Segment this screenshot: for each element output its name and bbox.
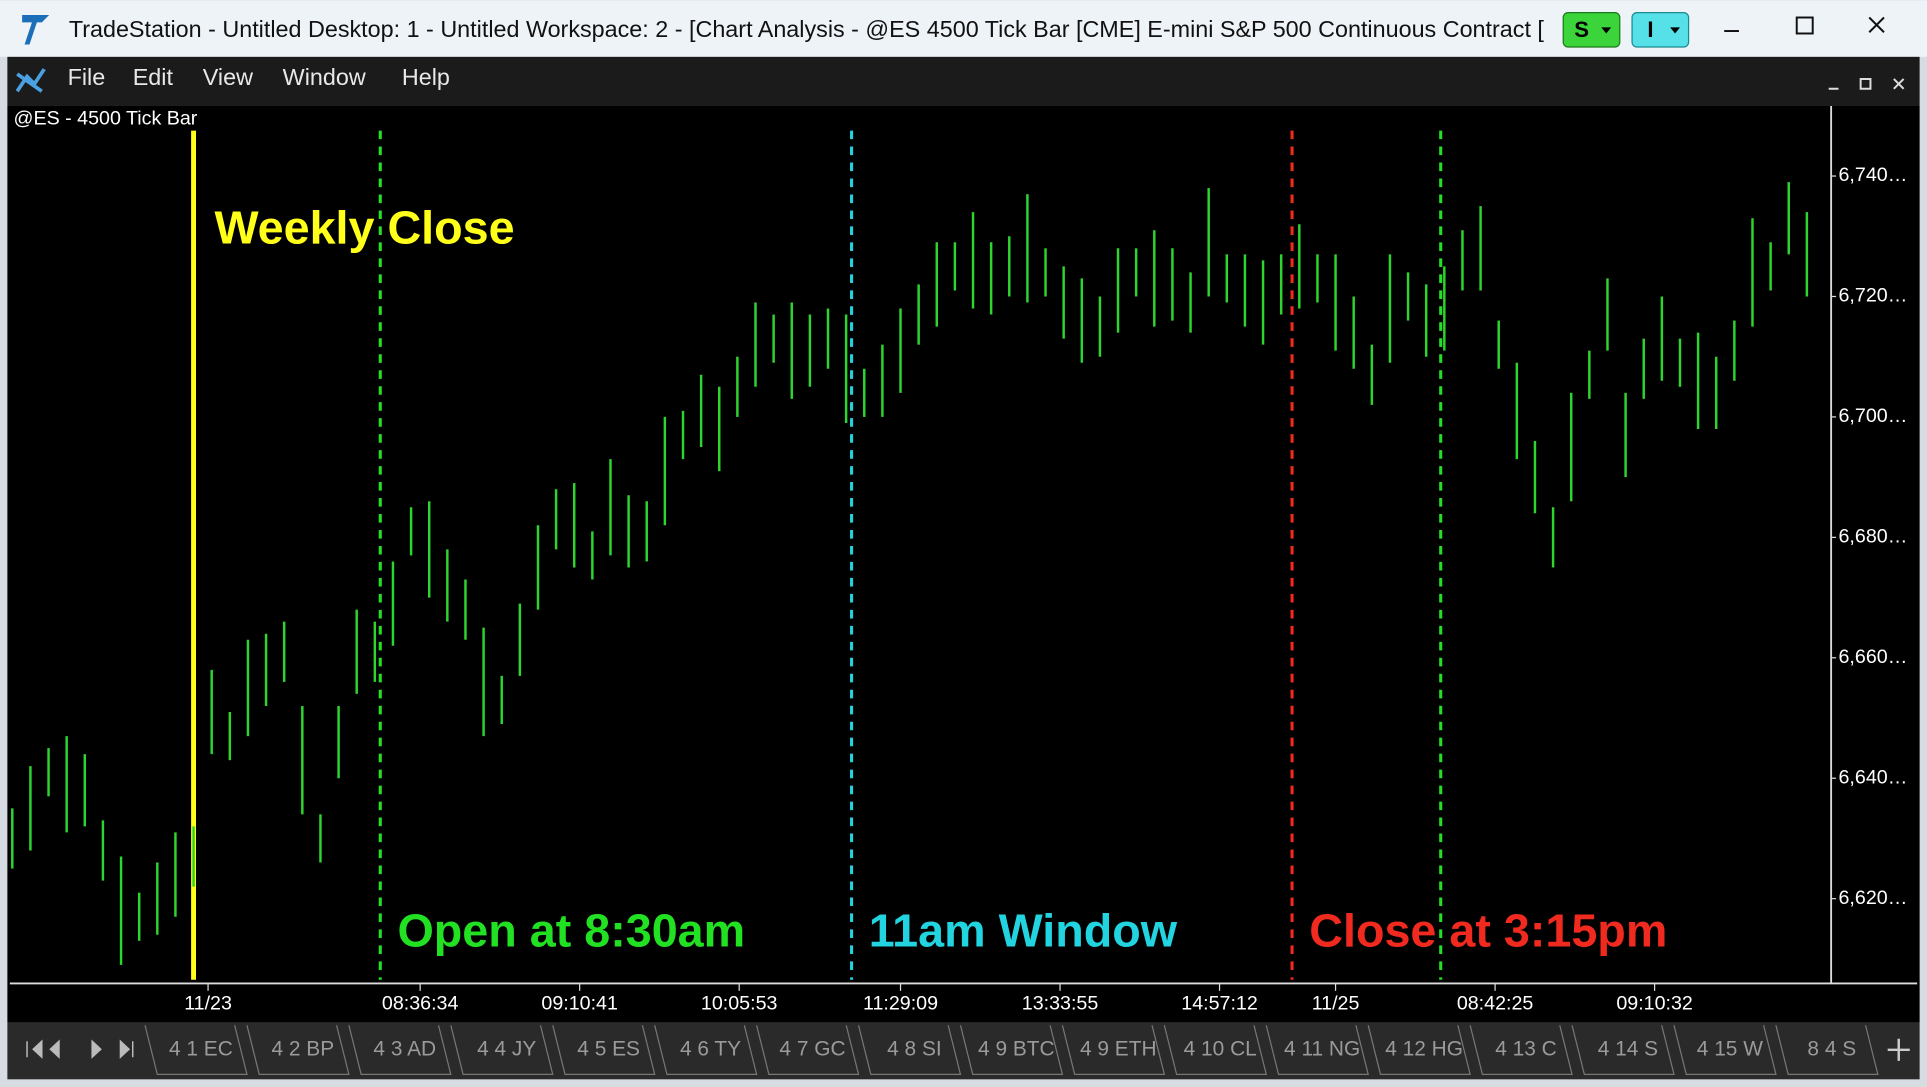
x-tick-label: 09:10:41 xyxy=(541,993,618,1015)
menu-item[interactable]: Window xyxy=(283,64,366,90)
tab[interactable] xyxy=(144,1025,248,1076)
doc-window-controls[interactable] xyxy=(1828,77,1905,90)
chart-title: @ES - 4500 Tick Bar xyxy=(14,108,198,130)
tab-label: 4 7 GC xyxy=(779,1037,845,1060)
tab-label: 4 2 BP xyxy=(271,1037,334,1060)
y-tick-label: 6,720… xyxy=(1839,285,1908,307)
tab-label: 4 15 W xyxy=(1697,1037,1763,1060)
tab-label: 4 5 ES xyxy=(577,1037,640,1060)
tab[interactable] xyxy=(959,1025,1064,1076)
tab[interactable] xyxy=(1673,1025,1777,1076)
tab-label: 4 4 JY xyxy=(477,1037,536,1060)
x-tick-label: 09:10:32 xyxy=(1616,993,1693,1015)
tab-label: 4 3 AD xyxy=(373,1037,436,1060)
y-tick-label: 6,680… xyxy=(1839,526,1908,548)
tab-label: 4 11 NG xyxy=(1284,1037,1360,1060)
tab[interactable] xyxy=(1571,1025,1675,1076)
plot: 6,620… 6,640… 6,660… 6,680… 6,700… 6,720… 6,74… xyxy=(9,105,1918,1015)
add-tab-button[interactable] xyxy=(1887,1038,1910,1061)
y-tick-label: 6,640… xyxy=(1839,766,1908,788)
indicator-button[interactable] xyxy=(1631,11,1690,48)
session-label: 11am Window xyxy=(869,905,1178,957)
x-tick-label: 08:42:25 xyxy=(1457,993,1534,1015)
app-icon xyxy=(22,15,50,45)
tab[interactable] xyxy=(1163,1025,1268,1076)
menu-items: File Edit View Window Help xyxy=(68,64,450,90)
x-tick-label: 13:33:55 xyxy=(1022,993,1099,1015)
y-tick-label: 6,740… xyxy=(1839,164,1908,186)
window-title: TradeStation - Untitled Desktop: 1 - Unt… xyxy=(69,16,1545,42)
x-tick-label: 14:57:12 xyxy=(1181,993,1258,1015)
tab-label: 4 1 EC xyxy=(169,1037,233,1060)
chart-area xyxy=(7,105,1920,1023)
session-label: Close at 3:15pm xyxy=(1309,905,1667,957)
tab-label: 4 10 CL xyxy=(1184,1037,1257,1060)
tab[interactable] xyxy=(857,1025,962,1076)
tab[interactable] xyxy=(246,1025,350,1076)
tab[interactable] xyxy=(1469,1025,1573,1076)
x-tick-label: 11/25 xyxy=(1312,993,1360,1015)
tab-label: 4 13 C xyxy=(1495,1037,1557,1060)
menu-icon xyxy=(15,68,46,93)
strategy-button-label: S xyxy=(1574,17,1589,42)
tab-label: 4 9 BTC xyxy=(978,1037,1055,1060)
dropdown-arrow xyxy=(1601,27,1612,34)
tab[interactable] xyxy=(756,1025,860,1076)
tab-label: 4 12 HG xyxy=(1385,1037,1463,1060)
y-tick-label: 6,620… xyxy=(1839,887,1908,909)
session-label: Weekly Close xyxy=(214,202,514,254)
x-tick-label: 08:36:34 xyxy=(382,993,459,1015)
strategy-button[interactable] xyxy=(1562,11,1621,48)
tab[interactable] xyxy=(552,1025,656,1076)
tab[interactable] xyxy=(1367,1025,1471,1076)
indicator-button-label: I xyxy=(1647,17,1653,42)
tab-label: 8 4 S xyxy=(1807,1037,1856,1060)
y-tick-label: 6,700… xyxy=(1839,405,1908,427)
dropdown-arrow xyxy=(1670,27,1680,34)
tab-label: 4 8 SI xyxy=(887,1037,942,1060)
close-button[interactable] xyxy=(1868,16,1885,33)
x-tick-label: 11:29:09 xyxy=(863,993,938,1015)
tab[interactable] xyxy=(450,1025,554,1076)
tab[interactable] xyxy=(1265,1025,1369,1076)
menu-item[interactable]: Edit xyxy=(133,64,174,90)
menu-bar xyxy=(7,56,1920,106)
tabs: 4 1 EC 4 2 BP 4 3 AD 4 4 JY 4 5 ES 4 6 TY 4 7 … xyxy=(144,1025,1879,1076)
tab-bar xyxy=(7,1022,1920,1080)
tab[interactable] xyxy=(1775,1025,1879,1076)
x-tick-label: 10:05:53 xyxy=(701,993,778,1015)
maximize-button[interactable] xyxy=(1795,16,1814,35)
tab[interactable] xyxy=(1061,1025,1166,1076)
menu-item[interactable]: View xyxy=(203,64,253,90)
tab-label: 4 9 ETH xyxy=(1080,1037,1157,1060)
tab-nav-buttons[interactable] xyxy=(26,1039,134,1059)
session-label: Open at 8:30am xyxy=(397,905,745,957)
menu-item[interactable]: File xyxy=(68,64,106,90)
tab-label: 4 14 S xyxy=(1598,1037,1658,1060)
tab-label: 4 6 TY xyxy=(680,1037,741,1060)
menu-item[interactable]: Help xyxy=(402,64,450,90)
tab[interactable] xyxy=(654,1025,758,1076)
x-tick-label: 11/23 xyxy=(184,993,232,1015)
tab[interactable] xyxy=(348,1025,452,1076)
y-tick-label: 6,660… xyxy=(1839,646,1908,668)
